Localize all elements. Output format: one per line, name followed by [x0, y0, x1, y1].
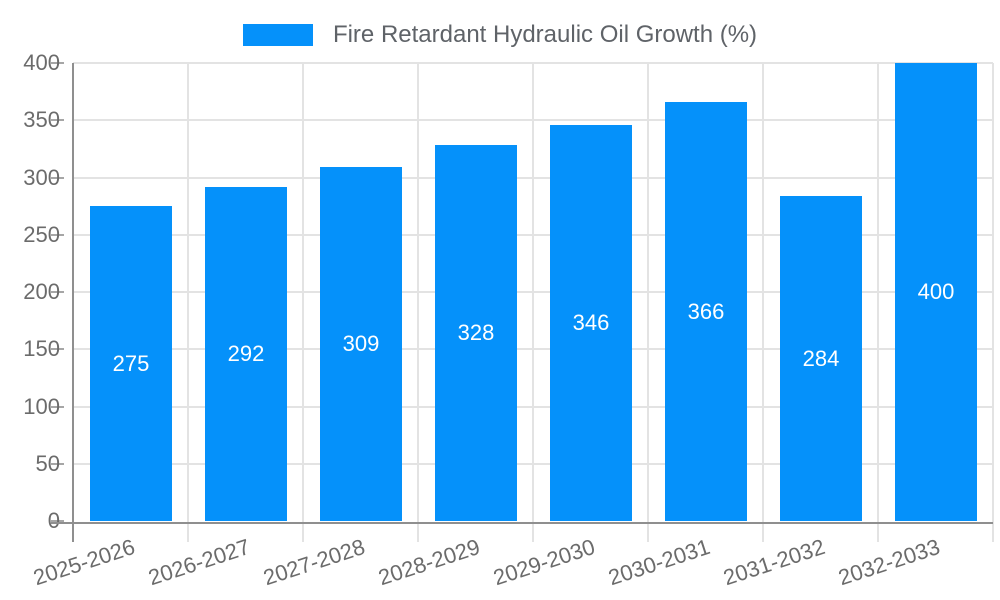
y-axis-line	[72, 63, 74, 542]
bar-value-label: 366	[687, 298, 725, 324]
legend-series-label: Fire Retardant Hydraulic Oil Growth (%)	[332, 21, 758, 48]
bar[interactable]: 275	[90, 206, 172, 521]
bar[interactable]: 309	[320, 167, 402, 521]
y-axis-tick-label: 200	[23, 279, 60, 304]
x-axis-category-label: 2032-2033	[835, 534, 944, 591]
x-axis-tick-mark	[417, 524, 419, 542]
x-axis-category-label: 2028-2029	[375, 534, 484, 591]
bar-value-label: 284	[802, 345, 840, 371]
x-axis-tick-mark	[877, 524, 879, 542]
y-axis-tick-mark	[51, 291, 64, 293]
x-axis-tick-mark	[992, 524, 994, 542]
y-axis-tick-label: 50	[35, 451, 60, 476]
bar-value-label: 346	[572, 310, 610, 335]
vertical-gridline	[877, 63, 879, 524]
x-axis-tick-mark	[187, 524, 189, 542]
y-axis-tick-mark	[51, 406, 64, 408]
bar[interactable]: 400	[895, 63, 977, 521]
y-axis-tick-mark	[51, 62, 64, 64]
bar[interactable]: 292	[205, 187, 287, 521]
bar[interactable]: 346	[550, 125, 632, 521]
y-axis-tick-mark	[51, 463, 64, 465]
x-axis-category-label: 2031-2032	[720, 534, 829, 591]
vertical-gridline	[532, 63, 534, 524]
bar-value-label: 400	[917, 279, 955, 304]
bar-value-label: 328	[457, 320, 495, 345]
x-axis-tick-mark	[762, 524, 764, 542]
y-axis-tick-mark	[51, 234, 64, 236]
bar[interactable]: 366	[665, 102, 747, 521]
x-axis-category-label: 2030-2031	[605, 534, 714, 591]
bar-value-label: 309	[342, 331, 380, 356]
x-axis-category-label: 2025-2026	[30, 534, 139, 591]
x-axis-category-label: 2029-2030	[490, 534, 599, 591]
vertical-gridline	[302, 63, 304, 524]
y-axis-tick-label: 250	[23, 222, 60, 247]
y-axis-tick-mark	[51, 177, 64, 179]
vertical-gridline	[992, 63, 994, 524]
y-axis-tick-label: 100	[23, 394, 60, 419]
y-axis-tick-label: 400	[23, 50, 60, 75]
y-axis-tick-mark	[51, 348, 64, 350]
x-axis-tick-mark	[647, 524, 649, 542]
vertical-gridline	[762, 63, 764, 524]
x-axis-category-label: 2027-2028	[260, 534, 369, 591]
vertical-gridline	[417, 63, 419, 524]
y-axis-tick-mark	[51, 520, 64, 522]
bar[interactable]: 284	[780, 196, 862, 521]
x-axis-line	[51, 522, 993, 524]
y-axis-tick-label: 300	[23, 165, 60, 190]
legend-color-swatch	[242, 24, 313, 46]
vertical-gridline	[647, 63, 649, 524]
y-axis-tick-label: 150	[23, 336, 60, 361]
bar[interactable]: 328	[435, 145, 517, 521]
y-axis-tick-mark	[51, 119, 64, 121]
y-axis-tick-label: 350	[23, 107, 60, 132]
chart-legend[interactable]: Fire Retardant Hydraulic Oil Growth (%)	[0, 21, 1000, 49]
x-axis-category-label: 2026-2027	[145, 534, 254, 591]
x-axis-tick-mark	[302, 524, 304, 542]
bar-value-label: 292	[227, 341, 265, 366]
vertical-gridline	[187, 63, 189, 524]
x-axis-tick-mark	[532, 524, 534, 542]
y-axis-tick-label: 0	[47, 508, 60, 533]
bar-value-label: 275	[112, 350, 150, 376]
